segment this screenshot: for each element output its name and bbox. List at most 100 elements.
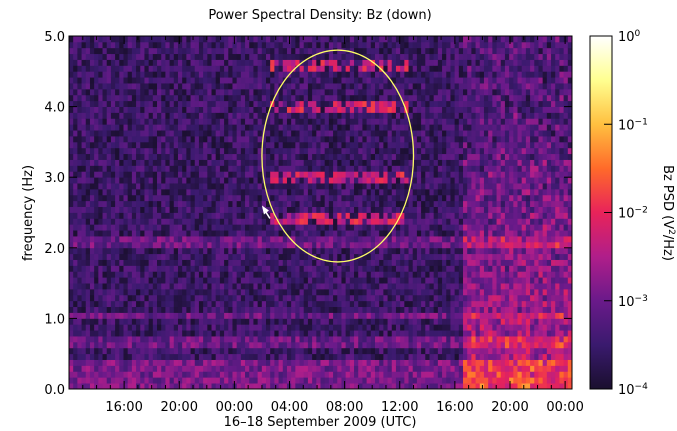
- heatmap-cell: [274, 100, 279, 107]
- heatmap-cell: [253, 183, 259, 190]
- heatmap-cell: [165, 106, 170, 113]
- heatmap-cell: [266, 271, 271, 278]
- heatmap-cell: [177, 47, 183, 55]
- heatmap-cell: [110, 371, 116, 378]
- heatmap-cell: [219, 136, 225, 143]
- heatmap-cell: [257, 336, 263, 343]
- heatmap-cell: [73, 130, 78, 137]
- heatmap-cell: [81, 100, 87, 107]
- heatmap-cell: [245, 100, 250, 107]
- heatmap-cell: [140, 147, 145, 155]
- heatmap-cell: [161, 206, 166, 213]
- heatmap-cell: [299, 41, 305, 49]
- heatmap-cell: [270, 241, 275, 249]
- heatmap-cell: [152, 41, 158, 49]
- heatmap-cell: [152, 147, 158, 155]
- heatmap-cell: [400, 47, 405, 55]
- heatmap-cell: [190, 253, 196, 260]
- heatmap-cell: [320, 65, 326, 72]
- heatmap-cell: [257, 159, 263, 166]
- heatmap-cell: [152, 271, 158, 278]
- heatmap-cell: [228, 124, 233, 131]
- heatmap-cell: [186, 153, 191, 160]
- heatmap-cell: [98, 336, 103, 343]
- heatmap-cell: [98, 371, 103, 378]
- heatmap-cell: [161, 88, 166, 96]
- heatmap-cell: [240, 71, 246, 78]
- heatmap-cell: [207, 230, 212, 237]
- heatmap-cell: [253, 265, 259, 272]
- heatmap-cell: [395, 124, 401, 131]
- heatmap-cell: [379, 41, 384, 49]
- heatmap-cell: [152, 283, 158, 290]
- heatmap-cell: [366, 159, 372, 166]
- heatmap-cell: [270, 77, 275, 84]
- heatmap-cell: [165, 253, 170, 260]
- heatmap-cell: [320, 77, 326, 84]
- heatmap-cell: [102, 106, 108, 113]
- heatmap-cell: [278, 347, 284, 355]
- heatmap-cell: [387, 194, 393, 202]
- heatmap-cell: [333, 383, 338, 390]
- heatmap-cell: [190, 212, 196, 219]
- heatmap-cell: [404, 241, 409, 249]
- heatmap-cell: [307, 253, 313, 260]
- heatmap-cell: [320, 271, 326, 278]
- heatmap-cell: [194, 47, 200, 55]
- heatmap-cell: [161, 259, 166, 266]
- heatmap-cell: [102, 236, 108, 243]
- heatmap-cell: [115, 112, 120, 119]
- heatmap-cell: [123, 353, 129, 360]
- heatmap-cell: [186, 247, 191, 255]
- heatmap-cell: [211, 41, 217, 49]
- heatmap-cell: [186, 330, 191, 337]
- heatmap-cell: [215, 318, 221, 325]
- heatmap-cell: [173, 288, 179, 296]
- heatmap-cell: [77, 94, 82, 102]
- heatmap-cell: [249, 265, 254, 272]
- heatmap-cell: [81, 88, 87, 96]
- heatmap-cell: [144, 330, 150, 337]
- heatmap-cell: [73, 153, 78, 160]
- heatmap-cell: [358, 147, 363, 155]
- heatmap-cell: [98, 194, 103, 202]
- heatmap-cell: [261, 136, 267, 143]
- heatmap-cell: [337, 224, 342, 231]
- heatmap-cell: [144, 247, 150, 255]
- heatmap-cell: [81, 318, 87, 325]
- heatmap-cell: [266, 206, 271, 213]
- heatmap-cell: [274, 141, 279, 149]
- heatmap-cell: [291, 377, 296, 384]
- heatmap-cell: [395, 183, 401, 190]
- heatmap-cell: [177, 312, 183, 319]
- heatmap-cell: [236, 36, 242, 43]
- heatmap-cell: [98, 236, 103, 243]
- heatmap-cell: [182, 341, 187, 349]
- heatmap-cell: [337, 306, 342, 313]
- heatmap-cell: [169, 77, 175, 84]
- heatmap-cell: [345, 94, 351, 102]
- heatmap-cell: [358, 194, 363, 202]
- heatmap-cell: [144, 77, 150, 84]
- heatmap-cell: [228, 324, 233, 331]
- heatmap-cell: [215, 300, 221, 308]
- heatmap-cell: [303, 165, 309, 172]
- heatmap-cell: [89, 194, 95, 202]
- heatmap-cell: [266, 318, 271, 325]
- heatmap-cell: [73, 171, 78, 178]
- heatmap-cell: [303, 247, 309, 255]
- heatmap-cell: [249, 136, 254, 143]
- heatmap-cell: [270, 230, 275, 237]
- heatmap-cell: [203, 288, 208, 296]
- heatmap-cell: [379, 106, 384, 113]
- heatmap-cell: [328, 236, 334, 243]
- heatmap-cell: [295, 88, 300, 96]
- heatmap-cell: [245, 65, 250, 72]
- heatmap-cell: [261, 271, 267, 278]
- heatmap-cell: [354, 218, 359, 225]
- heatmap-cell: [270, 65, 275, 72]
- heatmap-cell: [391, 283, 397, 290]
- heatmap-cell: [161, 136, 166, 143]
- heatmap-cell: [157, 112, 162, 119]
